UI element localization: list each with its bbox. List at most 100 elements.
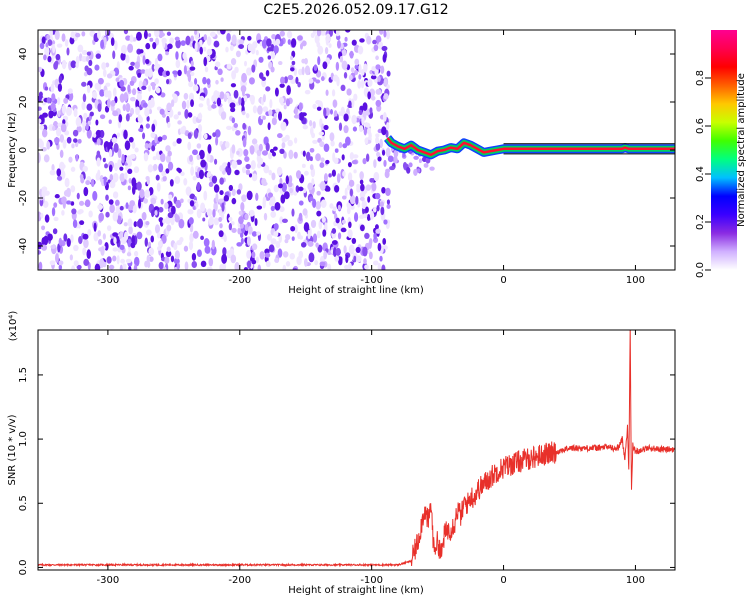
noise-cell: [267, 55, 272, 60]
noise-cell: [183, 245, 189, 252]
noise-cell: [157, 240, 163, 248]
noise-cell: [143, 152, 149, 162]
noise-cell: [70, 234, 74, 243]
noise-cell: [81, 31, 86, 37]
noise-cell: [159, 108, 165, 115]
noise-cell: [219, 177, 224, 185]
noise-cell: [127, 168, 133, 175]
noise-cell: [303, 258, 308, 267]
noise-cell: [265, 142, 270, 152]
noise-cell: [172, 141, 177, 147]
noise-cell: [385, 147, 391, 158]
noise-cell: [341, 219, 346, 224]
noise-cell: [131, 234, 135, 245]
noise-cell: [64, 39, 69, 47]
noise-cell: [251, 259, 257, 265]
noise-cell: [302, 150, 306, 157]
noise-cell: [215, 192, 219, 203]
noise-cell: [69, 254, 73, 261]
noise-cell: [277, 248, 283, 258]
noise-cell: [96, 138, 101, 146]
noise-cell: [200, 260, 207, 268]
noise-cell: [203, 238, 210, 247]
noise-cell: [68, 156, 73, 163]
noise-cell: [75, 154, 79, 162]
noise-cell: [268, 109, 273, 116]
noise-cell: [166, 246, 171, 253]
noise-cell: [189, 232, 194, 243]
noise-cell: [71, 143, 75, 149]
noise-cell: [77, 210, 83, 215]
noise-cell: [192, 175, 197, 181]
noise-cell: [356, 185, 361, 193]
noise-cell: [83, 71, 88, 77]
noise-cell: [154, 209, 158, 216]
noise-cell: [258, 143, 263, 152]
noise-cell: [119, 244, 125, 251]
noise-cell: [49, 260, 56, 266]
noise-cell: [379, 255, 383, 262]
noise-cell: [349, 50, 354, 59]
noise-cell: [202, 76, 207, 85]
noise-cell: [377, 242, 382, 252]
noise-cell: [219, 264, 224, 270]
noise-cell: [128, 136, 134, 143]
noise-cell: [331, 89, 336, 97]
noise-cell: [372, 207, 377, 213]
noise-cell: [312, 139, 318, 144]
noise-cell: [311, 132, 316, 139]
noise-cell: [154, 78, 159, 85]
noise-cell: [108, 199, 114, 205]
noise-cell: [177, 111, 181, 116]
noise-cell: [349, 188, 353, 197]
noise-cell: [125, 258, 132, 264]
noise-cell: [165, 51, 169, 56]
noise-cell: [333, 116, 339, 121]
noise-cell: [76, 125, 82, 133]
noise-cell: [251, 251, 256, 259]
noise-cell: [165, 70, 170, 77]
noise-cell: [41, 225, 46, 231]
noise-cell: [136, 31, 142, 41]
noise-cell: [116, 255, 120, 265]
noise-cell: [258, 56, 264, 63]
noise-cell: [160, 92, 166, 98]
noise-cell: [283, 191, 290, 200]
noise-cell: [270, 238, 277, 245]
noise-cell: [349, 152, 354, 160]
noise-cell: [379, 201, 384, 208]
noise-cell: [211, 239, 215, 250]
noise-cell: [144, 143, 149, 149]
noise-cell: [194, 78, 198, 86]
noise-cell: [58, 237, 63, 246]
noise-cell: [51, 93, 56, 102]
noise-cell: [239, 222, 244, 229]
noise-cell: [374, 192, 381, 200]
noise-cell: [152, 156, 157, 161]
noise-cell: [57, 97, 61, 106]
noise-cell: [234, 66, 239, 74]
noise-cell: [100, 129, 105, 139]
noise-cell: [231, 227, 237, 233]
noise-cell: [379, 138, 383, 149]
noise-cell: [256, 205, 263, 210]
noise-cell: [99, 258, 105, 269]
noise-cell: [320, 199, 327, 208]
noise-cell: [125, 165, 129, 171]
noise-cell: [38, 153, 41, 163]
noise-cell: [134, 61, 140, 69]
noise-cell: [174, 36, 180, 41]
noise-cell: [329, 109, 333, 115]
noise-cell: [82, 165, 88, 172]
noise-cell: [386, 70, 391, 77]
noise-cell: [196, 208, 202, 219]
noise-cell: [341, 49, 347, 57]
noise-cell: [70, 60, 77, 69]
noise-cell: [271, 172, 276, 181]
noise-cell: [56, 43, 63, 48]
noise-cell: [44, 46, 50, 56]
noise-cell: [139, 188, 145, 199]
noise-cell: [144, 237, 148, 247]
noise-cell: [226, 125, 232, 130]
noise-cell: [231, 144, 236, 154]
